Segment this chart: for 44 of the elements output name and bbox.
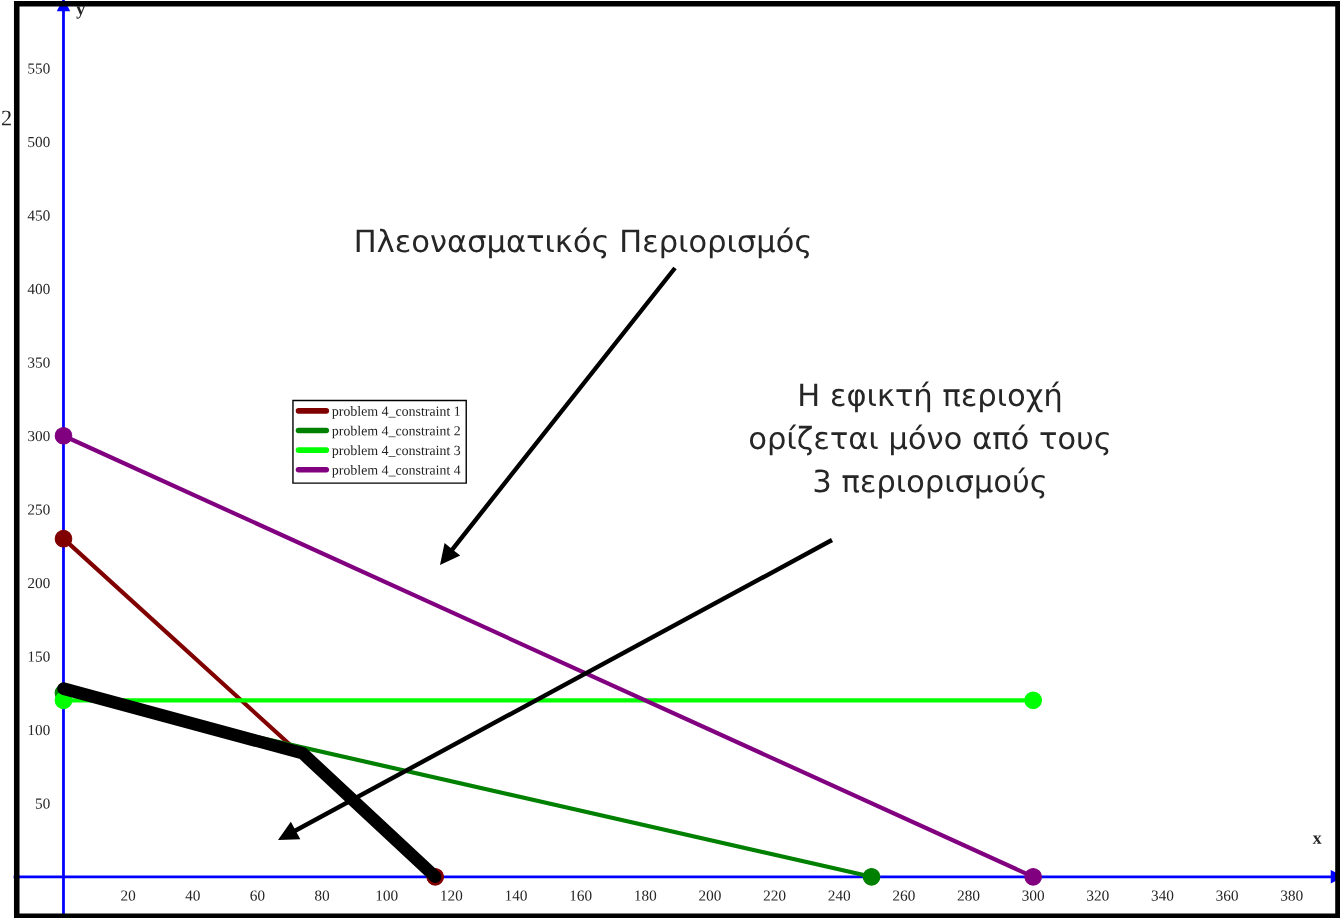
x-tick-label: 340 (1151, 890, 1174, 901)
y-tick-label: 300 (28, 430, 50, 442)
point (54, 426, 73, 445)
x-tick-label: 180 (635, 890, 657, 901)
annotation: Η εφικτή περιοχή ορίζεται μόνο από τους 3 περιορισμούς (749, 381, 1109, 499)
legend-label: problem 4_constraint 1 (332, 406, 460, 419)
x-tick-label: 380 (1281, 890, 1303, 901)
x-tick-label: 20 (121, 890, 136, 901)
x-tick-label: 240 (828, 890, 851, 901)
x-tick-label: 80 (315, 890, 330, 901)
y-tick-label: 350 (28, 357, 50, 368)
x-tick-label: 120 (441, 890, 463, 901)
y-tick-label: 150 (28, 651, 50, 662)
y-tick-label: 100 (28, 724, 50, 736)
y-tick-label: 250 (28, 504, 50, 515)
x-tick-label: 300 (1022, 890, 1045, 901)
x-tick-label: 280 (957, 890, 980, 901)
x-tick-label: 100 (376, 890, 398, 901)
x-tick-label: 160 (570, 890, 592, 901)
y-tick-label: 200 (28, 577, 50, 589)
x-axis-title: x (1312, 835, 1322, 844)
legend-label: problem 4_constraint 3 (332, 445, 461, 458)
x-tick-label: 260 (893, 890, 915, 901)
x-tick-label: 220 (763, 890, 786, 901)
y-tick-label: 550 (28, 63, 50, 74)
x-tick-label: 140 (505, 890, 527, 901)
x-tick-label: 200 (699, 890, 721, 901)
y-axis-title: y (76, 6, 86, 19)
x-tick-label: 360 (1216, 890, 1238, 901)
legend-label: problem 4_constraint 2 (332, 425, 460, 439)
x-tick-label: 60 (250, 890, 265, 901)
point (1024, 867, 1043, 886)
y-tick-label: 500 (28, 136, 50, 148)
legend-label: problem 4_constraint 4 (332, 464, 461, 478)
y-tick-label: 450 (27, 210, 50, 221)
text: 2 (1, 110, 11, 126)
point (54, 529, 73, 548)
point (862, 867, 881, 886)
x-tick-label: 40 (185, 890, 200, 901)
y-tick-label: 50 (35, 798, 50, 809)
x-tick-label: 320 (1087, 890, 1109, 901)
y-tick-label: 400 (27, 283, 50, 295)
point (1024, 691, 1043, 710)
annotation: Πλεονασματικός Περιορισμός (356, 227, 810, 259)
